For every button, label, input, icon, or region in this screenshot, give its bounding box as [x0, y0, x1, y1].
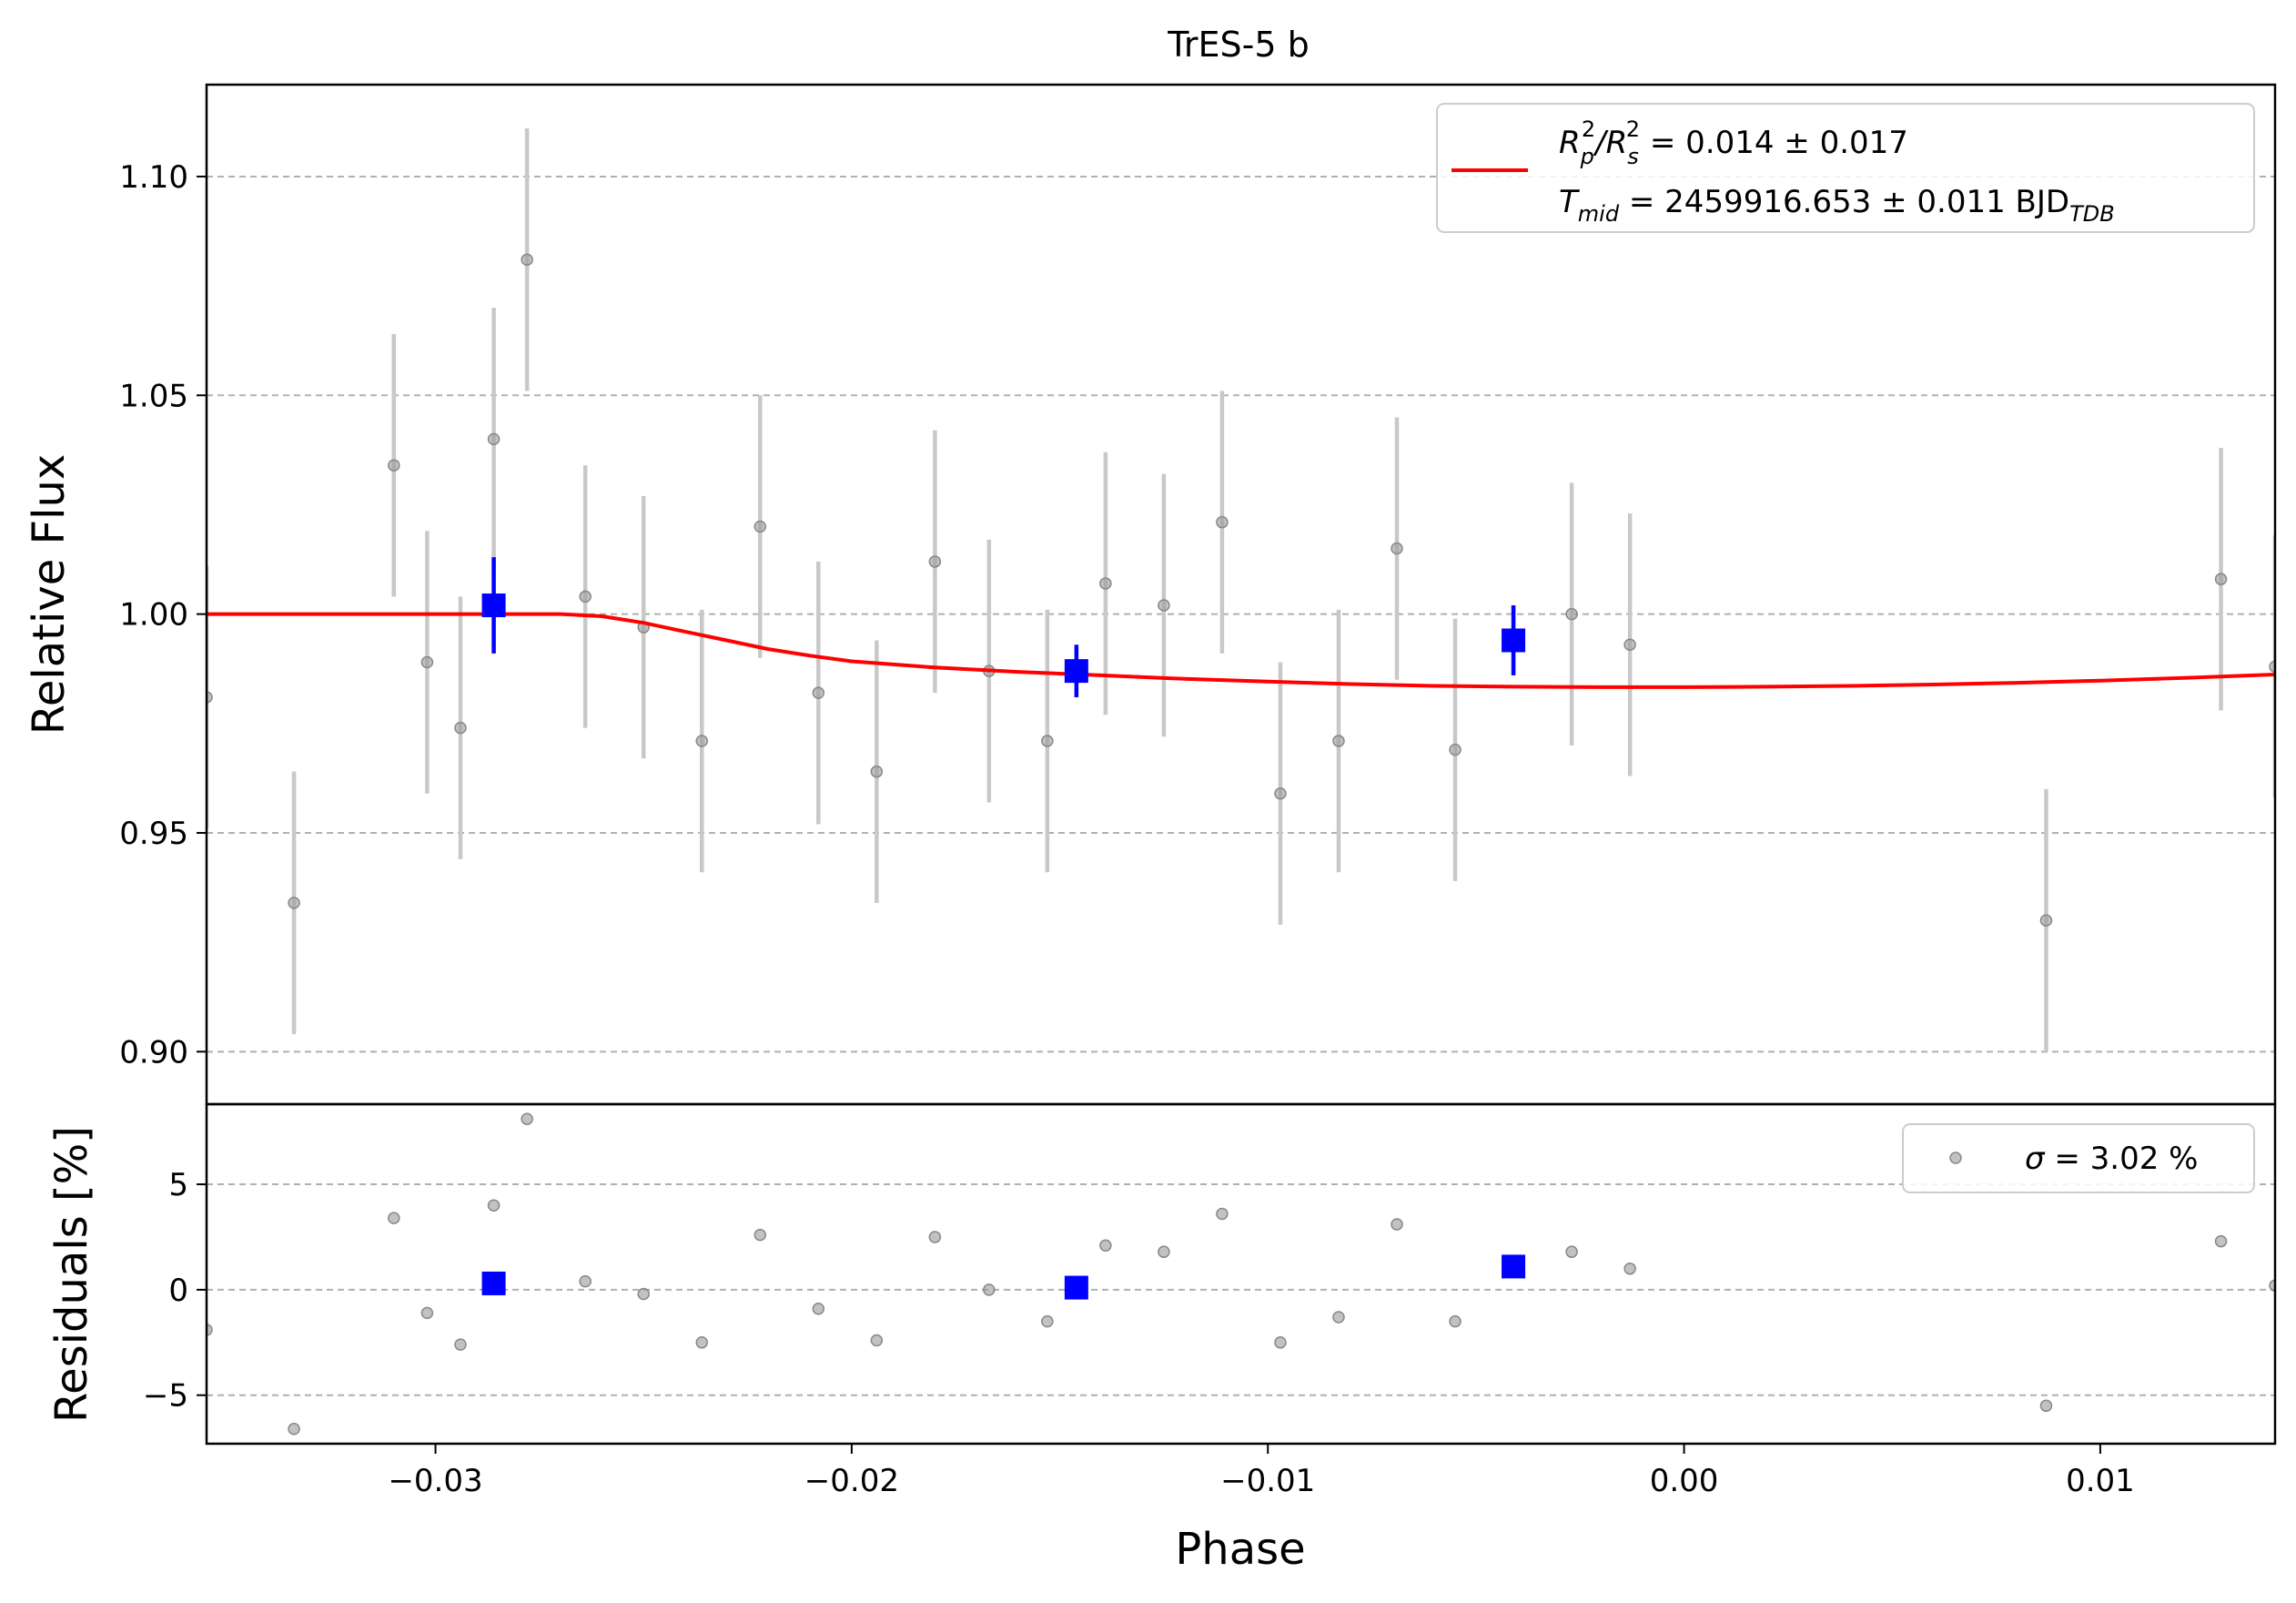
binned-point [1502, 628, 1526, 653]
data-point [1449, 743, 1462, 756]
data-point [288, 897, 300, 909]
residual-point [1041, 1314, 1054, 1328]
data-point [695, 735, 708, 747]
data-point [1565, 607, 1578, 621]
bottom-binned-points [481, 1254, 1526, 1300]
data-point [754, 520, 767, 533]
bottom-panel-frame [205, 1102, 2277, 1446]
residual-point [870, 1334, 884, 1347]
bottom-legend-box [1902, 1123, 2255, 1193]
model-curve [207, 612, 2275, 689]
residual-point [1216, 1207, 1229, 1221]
residual-point [754, 1228, 767, 1242]
top-y-ticks: 0.90 0.95 1.00 1.05 1.10 [119, 159, 207, 1070]
top-y-axis-label: Relative Flux [24, 454, 75, 736]
bottom-legend-swatch [1949, 1152, 1962, 1164]
data-point [1216, 515, 1229, 529]
bottom-y-tick-label: 0 [168, 1273, 188, 1309]
data-point [1041, 735, 1054, 747]
bottom-y-axis-label: Residuals [%] [46, 1126, 97, 1423]
residual-point [1623, 1262, 1636, 1275]
residual-point [420, 1306, 434, 1320]
data-point [487, 432, 501, 446]
residual-point [454, 1338, 467, 1351]
top-points [207, 253, 2275, 927]
residual-point [928, 1231, 942, 1243]
data-point [1332, 735, 1345, 747]
x-tick-label: −0.01 [1220, 1463, 1315, 1499]
top-panel: 0.90 0.95 1.00 1.05 1.10 Rp2/Rs2 = 0.014 ± 0… [119, 83, 2277, 1106]
residual-point [2269, 1279, 2275, 1292]
top-y-tick-label: 0.90 [119, 1034, 188, 1070]
data-point [1158, 599, 1170, 612]
data-point [2269, 660, 2275, 674]
data-point [928, 555, 942, 568]
residual-point [579, 1274, 592, 1288]
data-point [454, 721, 467, 735]
x-ticks: −0.03 −0.02 −0.01 0.00 0.01 [388, 1444, 2135, 1499]
top-binned-points [481, 557, 1526, 697]
data-point [521, 253, 533, 267]
chart-title: TrES-5 b [1167, 25, 1309, 65]
data-point [1099, 577, 1112, 590]
data-point [2039, 914, 2053, 927]
residual-point [637, 1287, 650, 1301]
residual-point [1565, 1245, 1578, 1258]
residual-point [695, 1336, 708, 1349]
legend-mid-time: Tmid = 2459916.653 ± 0.011 BJDTDB [1559, 184, 2115, 227]
data-point [388, 459, 400, 472]
residual-point [521, 1112, 533, 1125]
data-point [870, 765, 884, 778]
data-point [579, 590, 592, 604]
bottom-y-tick-label: −5 [143, 1378, 188, 1415]
data-point [1391, 542, 1403, 555]
data-point [2214, 573, 2228, 585]
x-axis-label: Phase [1175, 1524, 1305, 1575]
x-tick-label: 0.00 [1650, 1463, 1719, 1499]
residual-point [1099, 1239, 1112, 1252]
bottom-grid [207, 1183, 2275, 1396]
x-tick-label: −0.03 [388, 1463, 482, 1499]
bottom-panel: −5 0 5 σ = 3.02 % [143, 1102, 2277, 1446]
binned-residual-point [1502, 1254, 1526, 1279]
residual-point [288, 1423, 300, 1436]
x-tick-label: 0.01 [2066, 1463, 2135, 1499]
binned-residual-point [1064, 1275, 1088, 1300]
x-tick-label: −0.02 [804, 1463, 899, 1499]
bottom-y-tick-label: 5 [168, 1167, 188, 1203]
residual-point [388, 1212, 400, 1224]
top-y-tick-label: 1.10 [119, 159, 188, 196]
residual-point [1158, 1245, 1170, 1258]
binned-point [1064, 659, 1088, 684]
bottom-points [207, 1112, 2275, 1436]
legend-radius-ratio: Rp2/Rs2 = 0.014 ± 0.017 [1559, 117, 1908, 169]
legend-sigma: σ = 3.02 % [2025, 1141, 2198, 1177]
top-y-tick-label: 1.05 [119, 378, 188, 414]
data-point [1623, 638, 1636, 652]
top-legend: Rp2/Rs2 = 0.014 ± 0.017 Tmid = 2459916.6… [1436, 103, 2255, 233]
top-y-tick-label: 0.95 [119, 816, 188, 852]
residual-point [983, 1283, 996, 1296]
bottom-legend: σ = 3.02 % [1902, 1123, 2255, 1193]
top-legend-box [1436, 103, 2255, 233]
top-y-tick-label: 1.00 [119, 597, 188, 634]
residual-point [1274, 1336, 1287, 1349]
residual-point [1332, 1311, 1345, 1324]
residual-point [1391, 1218, 1403, 1231]
binned-residual-point [481, 1271, 506, 1295]
data-point [1274, 786, 1287, 800]
residual-point [812, 1302, 825, 1315]
data-point [420, 655, 434, 669]
residual-point [487, 1199, 501, 1212]
data-point [207, 691, 213, 704]
residual-point [2039, 1399, 2053, 1413]
bottom-y-ticks: −5 0 5 [143, 1167, 207, 1415]
residual-point [2214, 1234, 2228, 1248]
residual-point [207, 1324, 213, 1336]
residual-point [1449, 1314, 1462, 1328]
binned-point [481, 594, 506, 618]
data-point [812, 686, 825, 699]
